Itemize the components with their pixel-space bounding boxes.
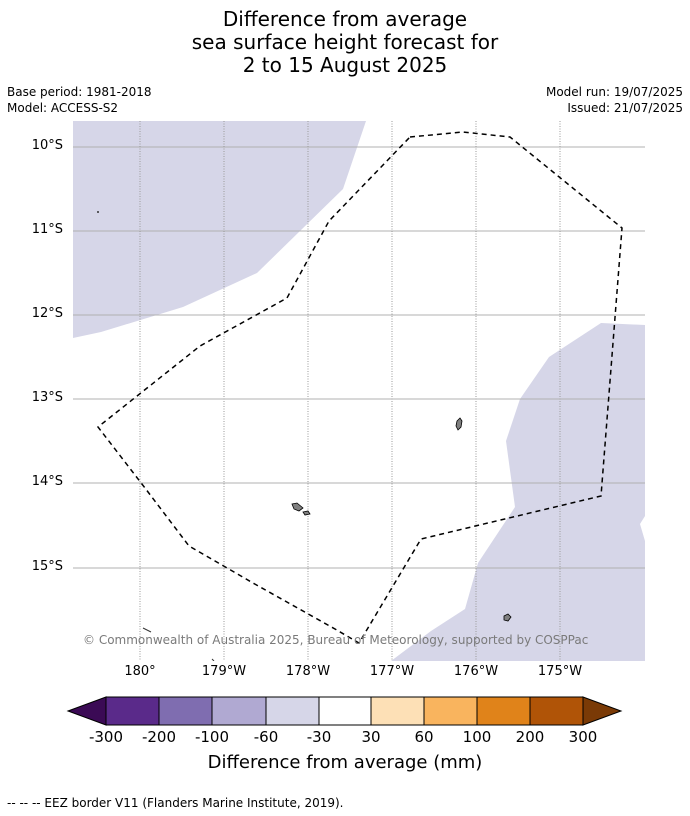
lat-label-11s: 11°S: [31, 222, 63, 237]
island-tafahi: [455, 417, 463, 431]
lon-label-176w: 176°W: [453, 664, 499, 679]
lon-label-175w: 175°W: [537, 664, 583, 679]
gridlines: [73, 146, 645, 569]
negative-anomaly-region-east: [391, 323, 645, 661]
colorbar-bin-8: [476, 696, 531, 726]
colorbar-tick: -30: [306, 728, 332, 746]
colorbar-extend-low: [66, 696, 107, 726]
lon-label-180: 180°: [124, 664, 156, 679]
eez-footnote: -- -- -- EEZ border V11 (Flanders Marine…: [7, 796, 344, 810]
colorbar-tick: 30: [361, 728, 381, 746]
eez-border: [96, 131, 623, 645]
negative-anomaly-region-northwest: [73, 121, 366, 338]
meta-left: Base period: 1981-2018 Model: ACCESS-S2: [7, 84, 152, 116]
title-line-1: Difference from average: [222, 7, 468, 31]
colorbar-tick: 60: [414, 728, 434, 746]
lat-label-15s: 15°S: [31, 559, 63, 574]
lat-label-14s: 14°S: [31, 474, 63, 489]
meta-right: Model run: 19/07/2025 Issued: 21/07/2025: [546, 84, 683, 116]
coast-fragment-south: [211, 658, 215, 661]
issued-date: Issued: 21/07/2025: [567, 101, 683, 115]
colorbar-bin-9: [529, 696, 584, 726]
model-run: Model run: 19/07/2025: [545, 85, 683, 99]
title-line-3: 2 to 15 August 2025: [242, 53, 448, 77]
colorbar-tick: 200: [515, 728, 545, 746]
lat-label-13s: 13°S: [31, 390, 63, 405]
islet-northwest: [97, 211, 99, 213]
colorbar-extend-high: [582, 696, 623, 726]
model-name: Model: ACCESS-S2: [7, 101, 119, 115]
colorbar-tick: 300: [568, 728, 598, 746]
colorbar-bin-1: [105, 696, 160, 726]
colorbar: [66, 696, 623, 726]
lat-label-12s: 12°S: [31, 306, 63, 321]
island-vavau-south: [302, 510, 311, 516]
colorbar-bin-7: [423, 696, 478, 726]
lon-label-179w: 179°W: [201, 664, 247, 679]
colorbar-tick: -60: [253, 728, 279, 746]
title-line-2: sea surface height forecast for: [191, 30, 499, 54]
colorbar-tick: -200: [141, 728, 177, 746]
lon-label-177w: 177°W: [369, 664, 415, 679]
map-canvas: [73, 121, 645, 661]
colorbar-bin-6: [370, 696, 425, 726]
map-panel: [73, 121, 645, 661]
island-vavau: [291, 502, 304, 512]
colorbar-bin-4: [265, 696, 320, 726]
colorbar-tick: -100: [194, 728, 230, 746]
colorbar-tick: -300: [88, 728, 124, 746]
coast-fragment-southwest: [142, 627, 152, 633]
map-title: Difference from average sea surface heig…: [0, 8, 690, 77]
base-period: Base period: 1981-2018: [7, 85, 152, 99]
colorbar-bin-5: [318, 696, 372, 726]
colorbar-tick: 100: [462, 728, 492, 746]
lon-label-178w: 178°W: [285, 664, 331, 679]
lat-label-10s: 10°S: [31, 138, 63, 153]
island-niuafoou: [503, 613, 512, 622]
colorbar-bin-3: [211, 696, 267, 726]
colorbar-bin-2: [158, 696, 213, 726]
copyright-notice: © Commonwealth of Australia 2025, Bureau…: [83, 633, 589, 647]
meridians: [139, 121, 561, 661]
colorbar-label: Difference from average (mm): [207, 752, 483, 773]
